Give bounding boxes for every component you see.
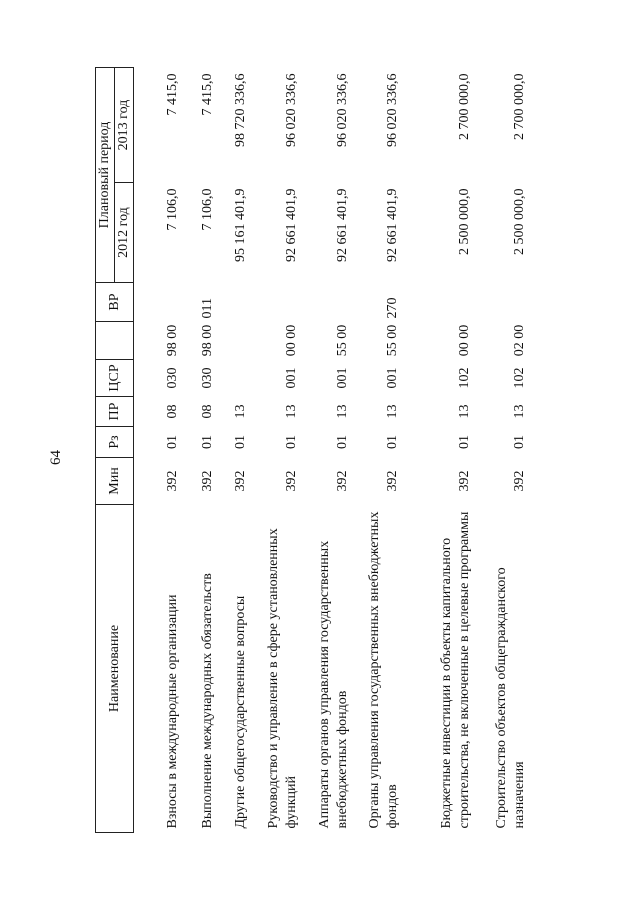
cell-vr [474, 283, 529, 322]
cell-vr: 270 [384, 297, 400, 319]
cell-csr1: 001 [384, 367, 400, 389]
cell-v2012: 7 106,0 [199, 188, 215, 231]
cell-csr2: 55 00 [384, 324, 400, 357]
header-csr: ЦСР [95, 359, 134, 397]
cell-vr [402, 283, 474, 322]
cell-csr2: 55 00 [334, 324, 350, 357]
cell-v2013: 7 415,0 [164, 73, 180, 116]
header-2013: 2013 год [114, 67, 134, 183]
cell-v2012: 2 500 000,0 [456, 188, 472, 256]
cell-min: 392 [384, 470, 400, 492]
cell-v2012: 92 661 401,9 [384, 188, 400, 263]
cell-vr [250, 283, 301, 322]
table-row: Другие общегосударственные вопросы 392 01 1… [217, 67, 250, 832]
header-name: Наименование [95, 504, 134, 833]
table-row: Органы управления государственных внебюд… [352, 67, 402, 832]
cell-name: Органы управления государственных внебюд… [366, 511, 400, 829]
cell-rz: 01 [384, 435, 400, 449]
cell-rz: 01 [164, 435, 180, 449]
header-blank [95, 321, 134, 360]
cell-vr: 011 [199, 298, 215, 319]
cell-v2012: 7 106,0 [164, 188, 180, 231]
cell-csr1: 001 [283, 367, 299, 389]
header-rz: Рз [95, 426, 134, 458]
cell-min: 392 [511, 470, 527, 492]
cell-v2013: 96 020 336,6 [334, 73, 350, 147]
cell-name: Аппараты органов управления государствен… [316, 540, 350, 829]
cell-min: 392 [456, 470, 472, 492]
cell-v2012: 2 500 000,0 [511, 188, 527, 256]
table-row: Аппараты органов управления государствен… [301, 67, 352, 832]
cell-pr: 13 [384, 404, 400, 419]
cell-pr: 13 [232, 404, 248, 419]
cell-csr1 [217, 360, 250, 397]
cell-pr: 13 [511, 404, 527, 419]
cell-rz: 01 [456, 435, 472, 449]
cell-rz: 01 [232, 435, 248, 449]
cell-csr2: 98 00 [199, 324, 215, 357]
budget-table: Наименование Мин Рз ПР ЦСР ВР Плановый п… [95, 67, 529, 833]
header-min: Мин [95, 457, 134, 505]
cell-csr2 [217, 322, 250, 360]
cell-rz: 01 [283, 435, 299, 449]
cell-pr: 13 [283, 404, 299, 419]
cell-vr [134, 283, 182, 322]
header-vr: ВР [95, 282, 134, 322]
table-row: Взносы в международные организации 392 01 0… [134, 67, 182, 832]
cell-pr: 08 [164, 404, 180, 419]
cell-name: Руководство и управление в сфере установ… [265, 528, 299, 829]
page-number: 64 [48, 450, 64, 465]
header-pr: ПР [95, 396, 134, 427]
cell-v2013: 2 700 000,0 [511, 73, 527, 140]
cell-csr1: 001 [334, 367, 350, 389]
cell-csr2: 00 00 [283, 324, 299, 357]
cell-name: Другие общегосударственные вопросы [232, 595, 248, 829]
cell-v2013: 98 720 336,6 [232, 73, 248, 147]
cell-pr: 08 [199, 404, 215, 419]
cell-v2013: 96 020 336,6 [384, 73, 400, 147]
header-row: Наименование Мин Рз ПР ЦСР ВР Плановый п… [95, 67, 134, 833]
cell-csr1: 030 [164, 367, 180, 389]
cell-csr2: 00 00 [456, 324, 472, 357]
cell-csr2: 02 00 [511, 324, 527, 357]
header-plan-period: Плановый период [95, 67, 115, 283]
cell-name: Выполнение международных обязательств [199, 573, 215, 829]
cell-rz: 01 [511, 435, 527, 449]
cell-min: 392 [283, 470, 299, 492]
table-row: Руководство и управление в сфере установ… [250, 67, 301, 832]
cell-csr1: 030 [199, 367, 215, 389]
cell-min: 392 [232, 470, 248, 492]
cell-min: 392 [199, 470, 215, 492]
cell-name: Взносы в международные организации [164, 594, 180, 829]
cell-vr [301, 283, 352, 322]
cell-v2012: 92 661 401,9 [283, 188, 299, 263]
cell-rz: 01 [334, 435, 350, 449]
table-row: Строительство объектов общегражданского … [474, 67, 529, 832]
cell-v2012: 95 161 401,9 [232, 188, 248, 263]
table-row: Выполнение международных обязательств 392… [182, 67, 217, 832]
cell-name: Строительство объектов общегражданского … [493, 567, 527, 829]
cell-v2013: 96 020 336,6 [283, 73, 299, 147]
header-2012: 2012 год [114, 182, 134, 283]
table-row: Бюджетные инвестиции в объекты капитальн… [402, 67, 474, 832]
cell-csr1: 102 [456, 367, 472, 389]
cell-csr1: 102 [511, 367, 527, 389]
cell-v2012: 92 661 401,9 [334, 188, 350, 263]
cell-min: 392 [334, 470, 350, 492]
cell-csr2: 98 00 [164, 324, 180, 357]
cell-pr: 13 [456, 404, 472, 419]
cell-v2013: 2 700 000,0 [456, 73, 472, 140]
cell-vr [217, 283, 250, 322]
cell-v2013: 7 415,0 [199, 73, 215, 116]
cell-pr: 13 [334, 404, 350, 419]
cell-min: 392 [164, 470, 180, 492]
cell-rz: 01 [199, 435, 215, 449]
cell-name: Бюджетные инвестиции в объекты капитальн… [438, 511, 472, 829]
